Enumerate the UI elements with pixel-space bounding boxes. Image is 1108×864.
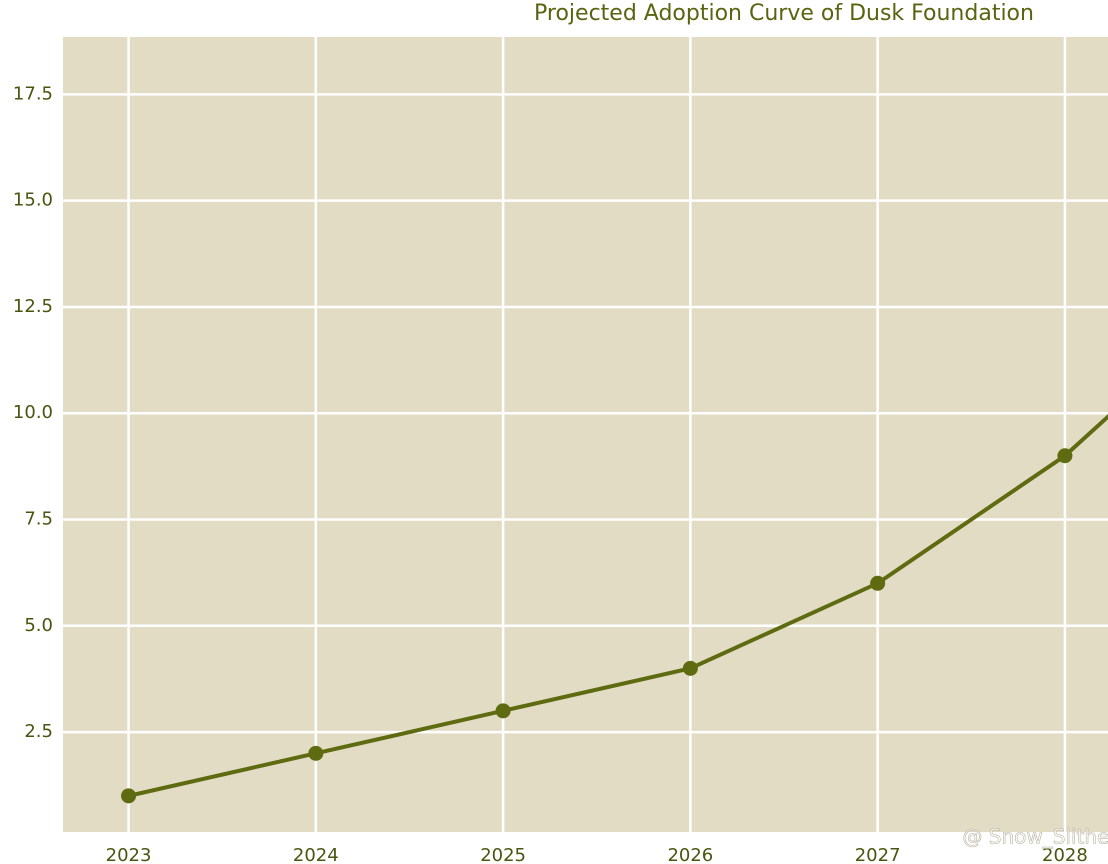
chart-title: Projected Adoption Curve of Dusk Foundat… bbox=[534, 1, 1034, 26]
marks bbox=[121, 413, 1108, 804]
point bbox=[682, 660, 698, 676]
x-tick-label: 2028 bbox=[1042, 845, 1088, 864]
watermark: @ Snow_Slither bbox=[962, 825, 1108, 849]
y-tick-label: 17.5 bbox=[13, 83, 53, 104]
plot-area bbox=[63, 37, 1108, 832]
point bbox=[870, 575, 886, 591]
point bbox=[495, 703, 511, 719]
y-tick-label: 15.0 bbox=[13, 190, 53, 211]
x-tick-label: 2023 bbox=[106, 845, 152, 864]
grid bbox=[63, 37, 1108, 832]
x-tick-label: 2027 bbox=[855, 845, 901, 864]
point bbox=[1057, 448, 1073, 464]
point bbox=[308, 745, 324, 761]
y-tick-label: 7.5 bbox=[24, 509, 53, 530]
y-tick-label: 12.5 bbox=[13, 296, 53, 317]
y-tick-label: 10.0 bbox=[13, 402, 53, 423]
y-tick-label: 5.0 bbox=[24, 615, 53, 636]
point bbox=[121, 788, 137, 804]
y-tick-label: 2.5 bbox=[24, 721, 53, 742]
x-tick-label: 2024 bbox=[293, 845, 339, 864]
labels: 2.5 5.0 7.5 10.0 12.5 15.0 17.5 2023 2024 2025 202… bbox=[13, 83, 1088, 864]
x-tick-label: 2025 bbox=[480, 845, 526, 864]
x-tick-label: 2026 bbox=[667, 845, 713, 864]
